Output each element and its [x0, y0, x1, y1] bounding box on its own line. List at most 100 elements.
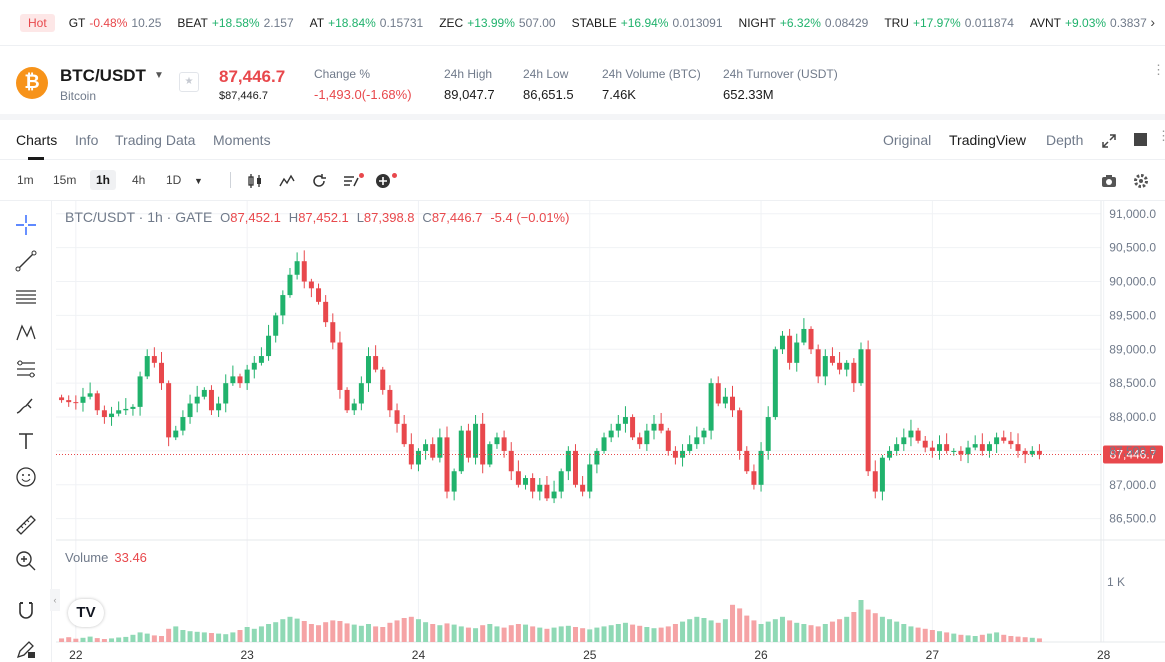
candle	[622, 417, 628, 424]
volume-bar	[701, 618, 707, 642]
tab-tradingview[interactable]: TradingView	[949, 132, 1027, 148]
candle	[644, 430, 650, 445]
fib-retracement-icon[interactable]	[14, 285, 38, 309]
tab-trading-data[interactable]: Trading Data	[115, 132, 196, 148]
volume-bar	[373, 626, 379, 642]
price-chart[interactable]: 87,446.7 91,000.0 90,500.0 90,000.0 89,500.0…	[50, 201, 1165, 662]
crosshair-icon[interactable]	[14, 213, 38, 237]
stat-24h-turnover: 24h Turnover (USDT) 652.33M	[723, 67, 838, 102]
fullscreen-icon[interactable]	[1101, 133, 1117, 149]
chevron-right-icon[interactable]: ›	[1150, 14, 1155, 30]
ticker-item[interactable]: ZEC +13.99% 507.00	[439, 16, 555, 30]
chevron-down-icon[interactable]: ▼	[154, 70, 164, 81]
tradingview-logo[interactable]: TV	[68, 599, 104, 627]
chart-canvas[interactable]: 87,446.7 91,000.0 90,500.0 90,000.0 89,500.0…	[56, 201, 1165, 662]
lock-pencil-icon[interactable]	[14, 637, 38, 661]
volume-bar	[73, 638, 79, 642]
brush-icon[interactable]	[14, 393, 38, 417]
gear-icon[interactable]	[1132, 172, 1150, 190]
tab-info[interactable]: Info	[75, 132, 99, 148]
y-tick-label: 86,500.0	[1109, 512, 1156, 526]
volume-bar	[808, 625, 814, 642]
volume-bar	[273, 622, 279, 642]
volume-bar	[494, 626, 500, 642]
candles-icon[interactable]	[246, 172, 264, 190]
trend-line-icon[interactable]	[14, 249, 38, 273]
favorite-star-icon[interactable]: ★	[179, 72, 199, 92]
candle	[508, 450, 514, 472]
candle	[151, 356, 157, 363]
candle	[951, 450, 957, 452]
emoji-icon[interactable]	[14, 465, 38, 489]
volume-bar	[658, 627, 664, 642]
volume-bar	[301, 621, 307, 642]
tab-moments[interactable]: Moments	[213, 132, 271, 148]
camera-icon[interactable]	[1100, 172, 1118, 190]
interval-1m[interactable]: 1m	[17, 173, 34, 187]
interval-dropdown-icon[interactable]: ▼	[194, 176, 203, 186]
interval-4h[interactable]: 4h	[132, 173, 146, 187]
tab-depth[interactable]: Depth	[1046, 132, 1084, 148]
ticker-item[interactable]: BEAT +18.58% 2.157	[177, 16, 293, 30]
templates-icon[interactable]	[342, 172, 360, 190]
text-tool-icon[interactable]	[14, 429, 38, 453]
volume-bar	[87, 636, 93, 642]
candle	[537, 484, 543, 492]
candle	[680, 450, 686, 458]
ticker-change: +16.94%	[620, 15, 669, 30]
interval-1d[interactable]: 1D	[166, 173, 182, 187]
last-price-usd: $87,446.7	[219, 90, 268, 102]
ohlc-low: L87,398.8	[356, 210, 415, 225]
volume-bar	[937, 631, 943, 642]
ticker-change: +18.84%	[328, 15, 376, 30]
ticker-item[interactable]: GT -0.48% 10.25	[69, 16, 162, 30]
volume-bar	[587, 629, 593, 642]
tab-original[interactable]: Original	[883, 132, 932, 148]
pair-selector[interactable]: BTC/USDT	[60, 66, 146, 85]
ticker-item[interactable]: STABLE +16.94% 0.013091	[572, 16, 723, 30]
pattern-icon[interactable]	[14, 321, 38, 345]
interval-1h[interactable]: 1h	[90, 170, 117, 190]
more-menu-icon[interactable]: ⋮	[1152, 62, 1165, 77]
collapse-toolbar-icon[interactable]: ‹	[50, 589, 60, 611]
candle	[244, 369, 250, 384]
prediction-icon[interactable]	[14, 357, 38, 381]
volume-bar	[694, 616, 700, 642]
layout-toggle-icon[interactable]	[1134, 133, 1147, 146]
volume-bar	[401, 618, 407, 642]
replay-icon[interactable]	[310, 172, 328, 190]
candle	[901, 437, 907, 445]
ohlc-change: -5.4 (−0.01%)	[490, 210, 570, 225]
ruler-icon[interactable]	[14, 513, 38, 537]
add-alert-icon[interactable]	[374, 172, 392, 190]
candle	[915, 430, 921, 441]
ticker-item[interactable]: TRU +17.97% 0.011874	[884, 16, 1014, 30]
volume-bar	[979, 634, 985, 642]
ticker-item[interactable]: NIGHT +6.32% 0.08429	[739, 16, 869, 30]
ticker-price: 507.00	[518, 15, 556, 30]
ticker-item[interactable]: AT +18.84% 0.15731	[310, 16, 424, 30]
candle	[851, 362, 857, 384]
chart-title: BTC/USDT · 1h · GATE	[65, 209, 213, 225]
candle	[387, 389, 393, 411]
candle	[772, 349, 778, 418]
stat-value: 7.46K	[602, 87, 636, 102]
tab-charts[interactable]: Charts	[16, 132, 58, 148]
indicators-icon[interactable]	[278, 172, 296, 190]
section-divider	[0, 114, 1165, 120]
interval-15m[interactable]: 15m	[53, 173, 77, 187]
candle	[744, 450, 750, 472]
more-menu-icon[interactable]: ⋮	[1157, 128, 1165, 143]
ticker-item[interactable]: AVNT +9.03% 0.3837	[1030, 16, 1147, 30]
candle	[544, 484, 550, 499]
candle	[158, 362, 164, 384]
candle	[708, 383, 714, 431]
hot-badge[interactable]: Hot	[20, 13, 55, 32]
chart-legend: BTC/USDT · 1h · GATE O87,452.1 H87,452.1…	[65, 209, 569, 225]
zoom-in-icon[interactable]	[14, 549, 38, 573]
stat-24h-low: 24h Low 86,651.5	[523, 67, 574, 102]
candle	[615, 423, 621, 431]
ticker-price: 0.3837	[1110, 15, 1147, 30]
volume-bar	[601, 626, 607, 642]
magnet-icon[interactable]	[14, 599, 38, 623]
